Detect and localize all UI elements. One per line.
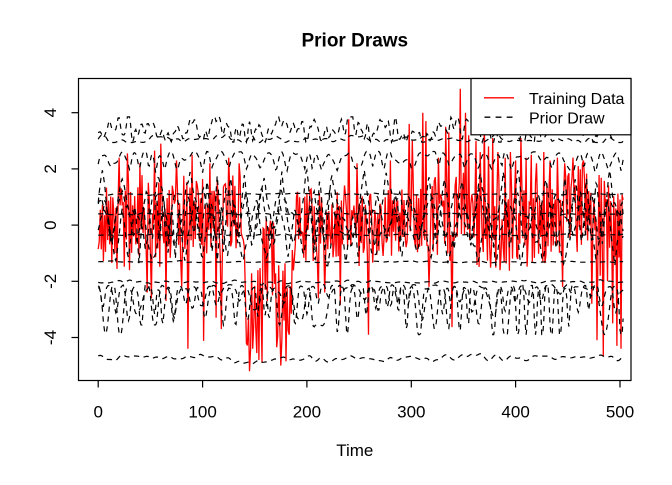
svg-text:200: 200 xyxy=(293,402,321,421)
svg-text:0: 0 xyxy=(41,220,60,229)
svg-text:Time: Time xyxy=(336,441,373,460)
svg-text:4: 4 xyxy=(41,108,60,117)
svg-text:0: 0 xyxy=(93,402,102,421)
svg-text:Prior Draw: Prior Draw xyxy=(529,110,605,127)
svg-text:-2: -2 xyxy=(41,274,60,289)
svg-text:-4: -4 xyxy=(41,330,60,345)
svg-text:Training Data: Training Data xyxy=(529,91,625,108)
svg-text:Prior Draws: Prior Draws xyxy=(301,30,408,51)
svg-text:400: 400 xyxy=(501,402,529,421)
svg-text:100: 100 xyxy=(188,402,216,421)
svg-text:2: 2 xyxy=(41,164,60,173)
svg-text:500: 500 xyxy=(606,402,634,421)
svg-text:300: 300 xyxy=(397,402,425,421)
